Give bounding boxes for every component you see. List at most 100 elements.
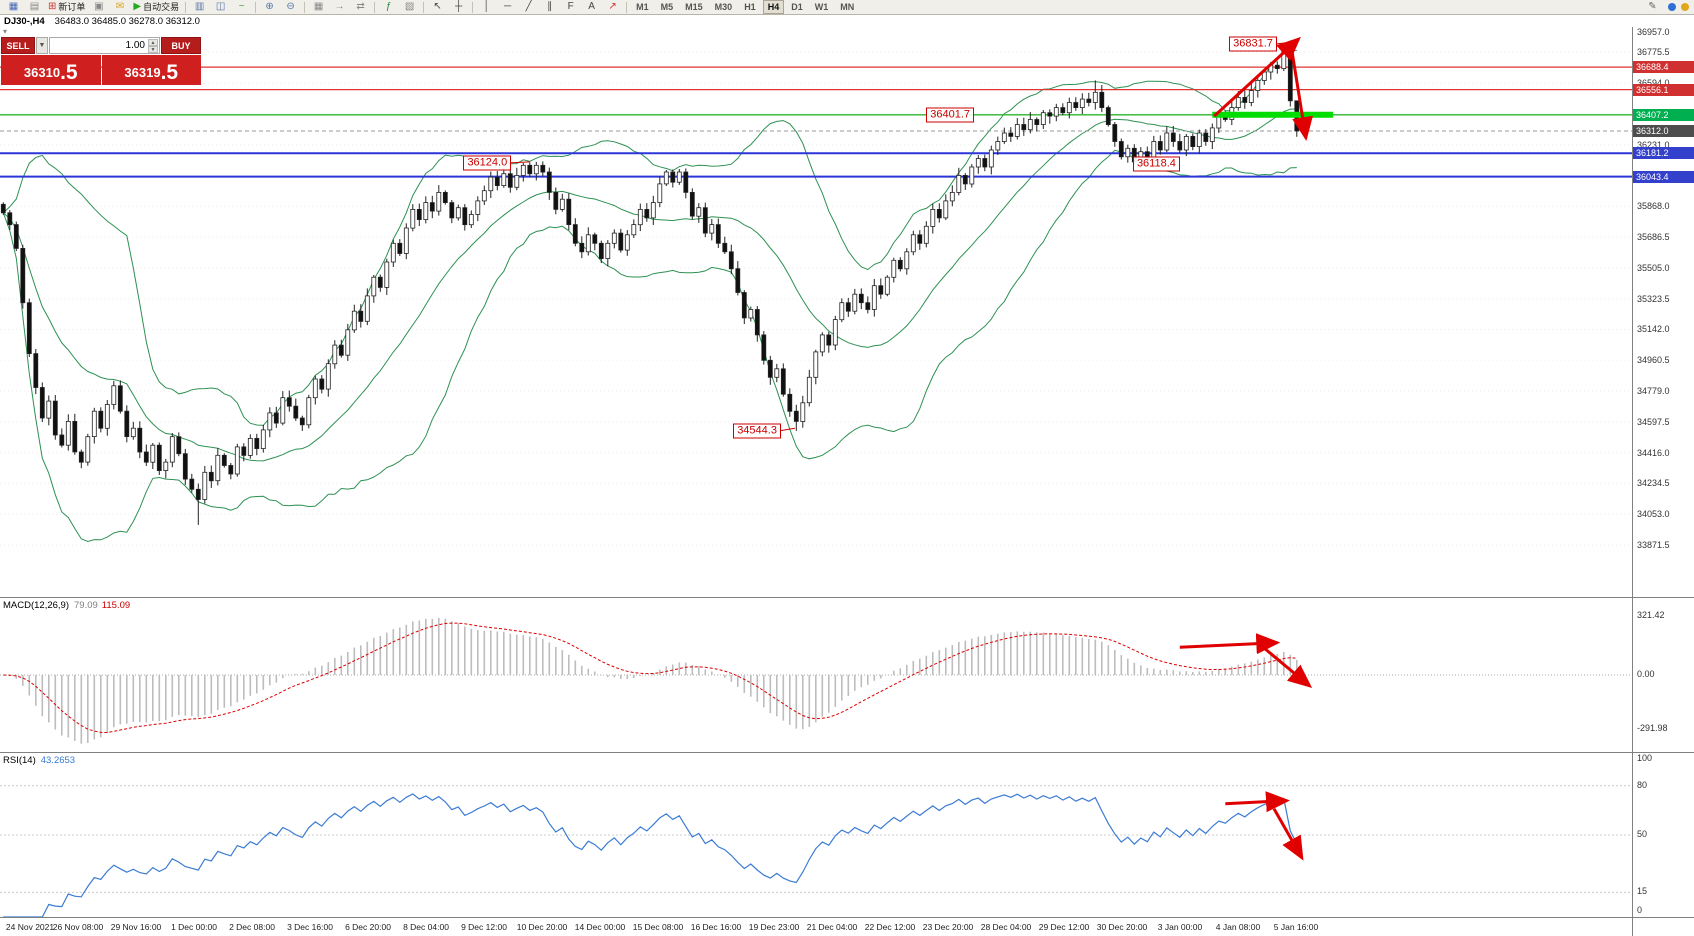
sell-price-button[interactable]: 36310.5 [1,55,101,85]
time-label: 16 Dec 16:00 [690,922,742,932]
crosshair-button[interactable]: ┼ [448,0,469,15]
arrow-objects-button[interactable]: ↗ [602,0,623,15]
price-badge: 36181.2 [1633,147,1694,160]
axis-label: 34597.5 [1637,416,1670,427]
axis-label: 34053.0 [1637,509,1670,520]
chart-bars-button[interactable]: ▥ [189,0,210,15]
buy-price-button[interactable]: 36319.5 [101,55,201,85]
profiles-button[interactable]: ▤ [24,0,45,15]
annotation-label[interactable]: 36401.7 [926,107,975,123]
timeframe-d1-button[interactable]: D1 [791,2,803,12]
horizontal-line-button[interactable]: ─ [497,0,518,15]
new-chart-button[interactable]: ▦ [3,0,24,15]
volume-input[interactable]: 1.00 ▲ ▼ [49,37,160,54]
equidistant-channel-button[interactable]: ∥ [539,0,560,15]
zoom-in-button[interactable]: ⊕ [259,0,280,15]
chart-symbol-period: DJ30-,H4 [4,15,45,27]
fibonacci-button[interactable]: F [560,0,581,15]
timeframe-m1-button[interactable]: M1 [636,2,649,12]
trendline-button[interactable]: ╱ [518,0,539,15]
price-chart-canvas[interactable] [0,27,1632,597]
new-order-icon: ⊞ [48,1,57,12]
terminal-button[interactable]: ▣ [88,0,109,15]
candlestick-series[interactable] [0,42,1300,525]
tile-windows-button[interactable]: ▦ [308,0,329,15]
indicators-button[interactable]: ƒ [378,0,399,15]
annotation-label[interactable]: 36831.7 [1229,36,1277,52]
order-type-dropdown[interactable]: ▼ [36,37,48,54]
chart-line-icon: ~ [238,1,245,12]
metaeditor-button[interactable]: ✎ [1648,1,1657,12]
time-label: 15 Dec 08:00 [632,922,684,932]
chart-line-button[interactable]: ~ [231,0,252,15]
timeframe-m5-button[interactable]: M5 [660,2,674,12]
new-chart-icon: ▦ [8,1,19,12]
vertical-line-button[interactable]: │ [476,0,497,15]
chart-workspace: ▾ SELL ▼ 1.00 ▲ ▼ BUY 36310.5 [0,27,1694,936]
sell-button[interactable]: SELL [1,37,35,54]
bollinger-bands[interactable] [2,49,1297,543]
chart-bars-icon: ▥ [194,1,205,12]
time-axis[interactable]: 24 Nov 2021 26 Nov 08:00 29 Nov 16:00 1 Dec… [0,917,1632,936]
timeframe-w1-button[interactable]: W1 [814,2,829,12]
axis-label: 34416.0 [1637,447,1670,458]
price-axis[interactable]: 36957.036775.536594.036412.536231.036049… [1632,27,1694,936]
macd-trend-arrows[interactable] [1179,633,1313,689]
toolbar-separator [185,1,187,13]
horizontal-level-lines[interactable] [0,66,1632,178]
axis-label: 321.42 [1637,609,1665,620]
templates-icon: ▧ [404,1,415,12]
timeframe-m15-button[interactable]: M15 [685,2,703,12]
macd-histogram[interactable] [3,617,1298,744]
volume-down-icon[interactable]: ▼ [148,45,158,53]
volume-up-icon[interactable]: ▲ [148,38,158,46]
text-label-button[interactable]: A [581,0,602,15]
timeframe-mn-button[interactable]: MN [840,2,855,12]
time-label: 23 Dec 20:00 [922,922,974,932]
timeframe-m30-button[interactable]: M30 [714,2,733,12]
buy-button[interactable]: BUY [161,37,201,54]
timeframe-h4-button[interactable]: H4 [762,0,785,14]
price-badge: 36043.4 [1633,170,1694,183]
volume-stepper[interactable]: ▲ ▼ [148,38,158,53]
toolbar-separator [626,1,628,13]
annotation-label[interactable]: 34544.3 [733,423,781,439]
axis-label: 34779.0 [1637,386,1670,397]
price-badge: 36556.1 [1633,83,1694,96]
indicators-icon: ƒ [385,1,392,12]
trend-arrows[interactable] [1213,36,1313,142]
rsi-line[interactable] [3,793,1298,917]
time-label: 29 Nov 16:00 [110,922,162,932]
toolbar: ▦ ▤ ⊞ 新订单 ▣ ✉ ▶ 自动交易 ▥ ◫ ~ ⊕ ⊖ ▦ → ⇄ ƒ ▧ ↖ ┼ │ ─ ╱ ∥ F A ↗ M1 M5 M15 M… [0,0,1694,15]
cursor-button[interactable]: ↖ [427,0,448,15]
chart-shift-button[interactable]: ⇄ [350,0,371,15]
crosshair-icon: ┼ [455,1,463,12]
macd-signal-line[interactable] [3,622,1297,734]
macd-canvas[interactable] [0,598,1632,752]
new-order-button[interactable]: ⊞ 新订单 [45,0,88,15]
axis-label: -291.98 [1637,722,1668,733]
tile-windows-icon: ▦ [313,1,324,12]
templates-button[interactable]: ▧ [399,0,420,15]
axis-label: 0 [1637,905,1643,915]
annotation-label[interactable]: 36124.0 [463,155,512,171]
mail-button[interactable]: ✉ [109,0,130,15]
zoom-out-icon: ⊖ [286,1,295,12]
auto-scroll-button[interactable]: → [329,0,350,15]
timeframe-h1-button[interactable]: H1 [744,2,756,12]
auto-scroll-icon: → [334,1,345,12]
zoom-out-button[interactable]: ⊖ [280,0,301,15]
time-label: 6 Dec 20:00 [345,922,391,932]
main-chart-panel[interactable]: ▾ SELL ▼ 1.00 ▲ ▼ BUY 36310.5 [0,27,1632,597]
rsi-canvas[interactable] [0,753,1632,917]
annotation-label[interactable]: 36118.4 [1132,156,1180,172]
one-click-collapse-button[interactable]: ▾ [3,27,8,36]
toolbar-separator [255,1,257,13]
chart-candles-button[interactable]: ◫ [210,0,231,15]
rsi-panel[interactable]: RSI(14) 43.2653 [0,752,1632,917]
sell-price-small: 36310 [23,65,61,80]
macd-panel[interactable]: MACD(12,26,9) 79.09 115.09 [0,597,1632,752]
autotrading-button[interactable]: ▶ 自动交易 [130,0,182,15]
rsi-trend-arrows[interactable] [1225,791,1304,861]
